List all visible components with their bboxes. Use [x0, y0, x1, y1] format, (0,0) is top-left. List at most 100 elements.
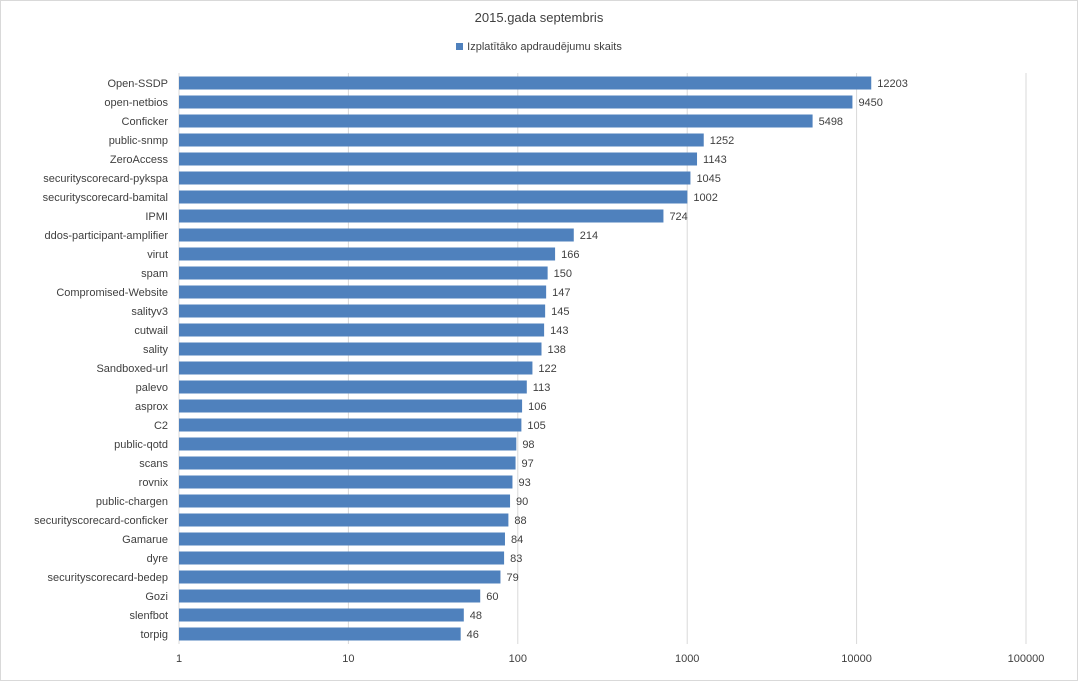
bar: [179, 171, 691, 185]
data-label: 214: [580, 230, 598, 242]
data-label: 106: [528, 401, 546, 413]
chart-title: 2015.gada septembris: [474, 10, 604, 25]
category-label: IPMI: [145, 211, 168, 223]
x-tick-label: 1000: [675, 653, 699, 665]
category-label: public-snmp: [109, 135, 168, 147]
data-label: 166: [561, 249, 579, 261]
category-label: cutwail: [134, 325, 168, 337]
bar: [179, 551, 505, 565]
category-label: ZeroAccess: [110, 154, 169, 166]
data-label: 88: [514, 515, 526, 527]
category-label: Gozi: [145, 591, 168, 603]
data-label: 84: [511, 534, 523, 546]
category-label: palevo: [136, 382, 168, 394]
category-label: virut: [147, 249, 168, 261]
category-label: slenfbot: [129, 610, 168, 622]
category-label: public-qotd: [114, 439, 168, 451]
x-tick-label: 1: [176, 653, 182, 665]
legend: Izplatītāko apdraudējumu skaits: [0, 41, 1078, 53]
bar: [179, 570, 501, 584]
legend-swatch: [456, 43, 464, 50]
bar: [179, 209, 664, 223]
data-label: 83: [510, 553, 522, 565]
x-tick-label: 100000: [1008, 653, 1045, 665]
data-label: 46: [467, 629, 479, 641]
bar: [179, 513, 509, 527]
category-label: ddos-participant-amplifier: [45, 230, 169, 242]
category-label: sality: [143, 344, 169, 356]
x-tick-label: 10000: [841, 653, 872, 665]
data-label: 1252: [710, 135, 734, 147]
data-label: 60: [486, 591, 498, 603]
data-label: 1143: [703, 154, 727, 166]
bar: [179, 475, 513, 489]
data-label: 105: [527, 420, 545, 432]
bar: [179, 133, 704, 147]
bar: [179, 399, 523, 413]
bar: [179, 95, 853, 109]
data-label: 145: [551, 306, 569, 318]
category-label: securityscorecard-bamital: [43, 192, 168, 204]
data-label: 98: [522, 439, 534, 451]
legend-label: Izplatītāko apdraudējumu skaits: [467, 41, 622, 53]
bar: [179, 228, 574, 242]
data-label: 90: [516, 496, 528, 508]
category-label: securityscorecard-bedep: [48, 572, 168, 584]
category-label: Conficker: [122, 116, 169, 128]
category-label: dyre: [147, 553, 168, 565]
bar: [179, 114, 813, 128]
bar: [179, 380, 527, 394]
data-label: 138: [547, 344, 565, 356]
bar: [179, 247, 556, 261]
data-label: 113: [533, 382, 551, 394]
data-label: 97: [522, 458, 534, 470]
bar: [179, 152, 698, 166]
bar: [179, 361, 533, 375]
bar: [179, 608, 464, 622]
category-label: rovnix: [139, 477, 169, 489]
category-label: securityscorecard-pykspa: [43, 173, 169, 185]
bar: [179, 532, 505, 546]
bar: [179, 589, 481, 603]
bar: [179, 418, 522, 432]
data-label: 9450: [858, 97, 882, 109]
data-label: 48: [470, 610, 482, 622]
bar: [179, 456, 516, 470]
data-label: 724: [669, 211, 687, 223]
data-label: 150: [554, 268, 572, 280]
data-label: 143: [550, 325, 568, 337]
category-label: spam: [141, 268, 168, 280]
category-label: public-chargen: [96, 496, 168, 508]
category-label: Gamarue: [122, 534, 168, 546]
bar: [179, 76, 872, 90]
category-label: open-netbios: [104, 97, 168, 109]
bar: [179, 627, 461, 641]
category-label: salityv3: [131, 306, 168, 318]
data-label: 1002: [693, 192, 717, 204]
bar: [179, 323, 545, 337]
bar: [179, 304, 546, 318]
category-label: Open-SSDP: [107, 78, 168, 90]
data-label: 122: [538, 363, 556, 375]
bar: [179, 342, 542, 356]
data-label: 93: [518, 477, 530, 489]
category-label: torpig: [140, 629, 168, 641]
bars: [179, 76, 872, 641]
x-axis-tick-labels: 1 10 100 1000 10000 100000: [176, 653, 1044, 665]
bar: [179, 190, 688, 204]
category-label: securityscorecard-conficker: [34, 515, 168, 527]
category-label: scans: [139, 458, 168, 470]
category-label: C2: [154, 420, 168, 432]
data-label: 147: [552, 287, 570, 299]
data-label: 1045: [696, 173, 720, 185]
data-label: 5498: [819, 116, 843, 128]
x-tick-label: 10: [342, 653, 354, 665]
bar: [179, 494, 511, 508]
bar: [179, 285, 547, 299]
category-label: Compromised-Website: [56, 287, 168, 299]
gridlines: [178, 73, 1027, 644]
data-label: 12203: [877, 78, 908, 90]
